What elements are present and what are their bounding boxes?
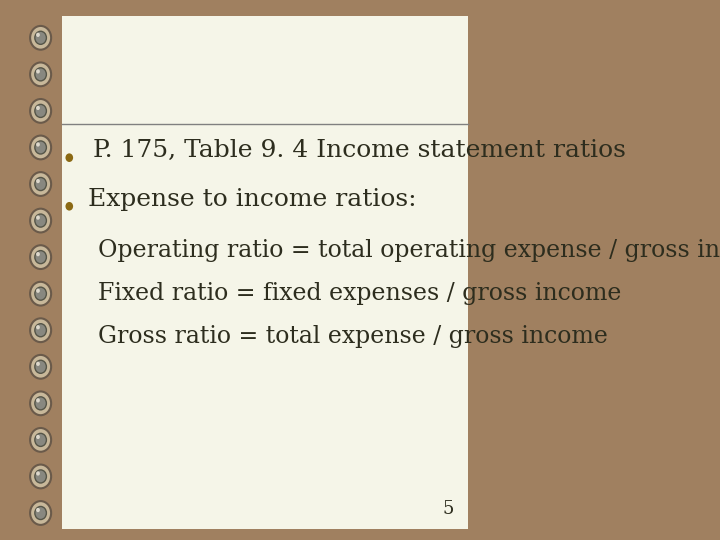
Circle shape — [36, 106, 40, 110]
Circle shape — [35, 360, 46, 373]
Circle shape — [36, 69, 40, 73]
Circle shape — [35, 31, 46, 44]
Circle shape — [35, 141, 46, 154]
Text: P. 175, Table 9. 4 Income statement ratios: P. 175, Table 9. 4 Income statement rati… — [93, 139, 626, 162]
Circle shape — [30, 319, 51, 342]
Circle shape — [35, 68, 46, 81]
Circle shape — [36, 398, 40, 402]
Circle shape — [30, 464, 51, 488]
Text: Fixed ratio = fixed expenses / gross income: Fixed ratio = fixed expenses / gross inc… — [98, 282, 621, 305]
Circle shape — [36, 215, 40, 220]
Circle shape — [35, 251, 46, 264]
Circle shape — [30, 428, 51, 452]
Circle shape — [36, 435, 40, 439]
Circle shape — [30, 245, 51, 269]
Circle shape — [36, 143, 40, 147]
Circle shape — [66, 202, 73, 211]
Text: Gross ratio = total expense / gross income: Gross ratio = total expense / gross inco… — [98, 325, 608, 348]
Circle shape — [36, 179, 40, 183]
Circle shape — [36, 325, 40, 329]
Circle shape — [35, 470, 46, 483]
Circle shape — [35, 104, 46, 117]
Circle shape — [30, 392, 51, 415]
Circle shape — [36, 252, 40, 256]
Circle shape — [35, 178, 46, 191]
Circle shape — [35, 397, 46, 410]
Circle shape — [30, 355, 51, 379]
Circle shape — [30, 208, 51, 232]
Circle shape — [30, 26, 51, 50]
Circle shape — [35, 287, 46, 300]
Text: Operating ratio = total operating expense / gross income: Operating ratio = total operating expens… — [98, 239, 720, 262]
Circle shape — [35, 323, 46, 337]
Circle shape — [36, 288, 40, 293]
Text: 5: 5 — [443, 501, 454, 518]
Circle shape — [30, 172, 51, 196]
Circle shape — [30, 99, 51, 123]
Circle shape — [36, 362, 40, 366]
Text: Expense to income ratios:: Expense to income ratios: — [89, 187, 417, 211]
Circle shape — [30, 63, 51, 86]
Circle shape — [66, 153, 73, 162]
Circle shape — [35, 434, 46, 447]
Circle shape — [36, 33, 40, 37]
Circle shape — [30, 282, 51, 306]
Circle shape — [35, 507, 46, 519]
FancyBboxPatch shape — [62, 16, 468, 529]
Circle shape — [36, 508, 40, 512]
Circle shape — [35, 214, 46, 227]
Circle shape — [36, 471, 40, 476]
Circle shape — [30, 136, 51, 159]
Circle shape — [30, 501, 51, 525]
